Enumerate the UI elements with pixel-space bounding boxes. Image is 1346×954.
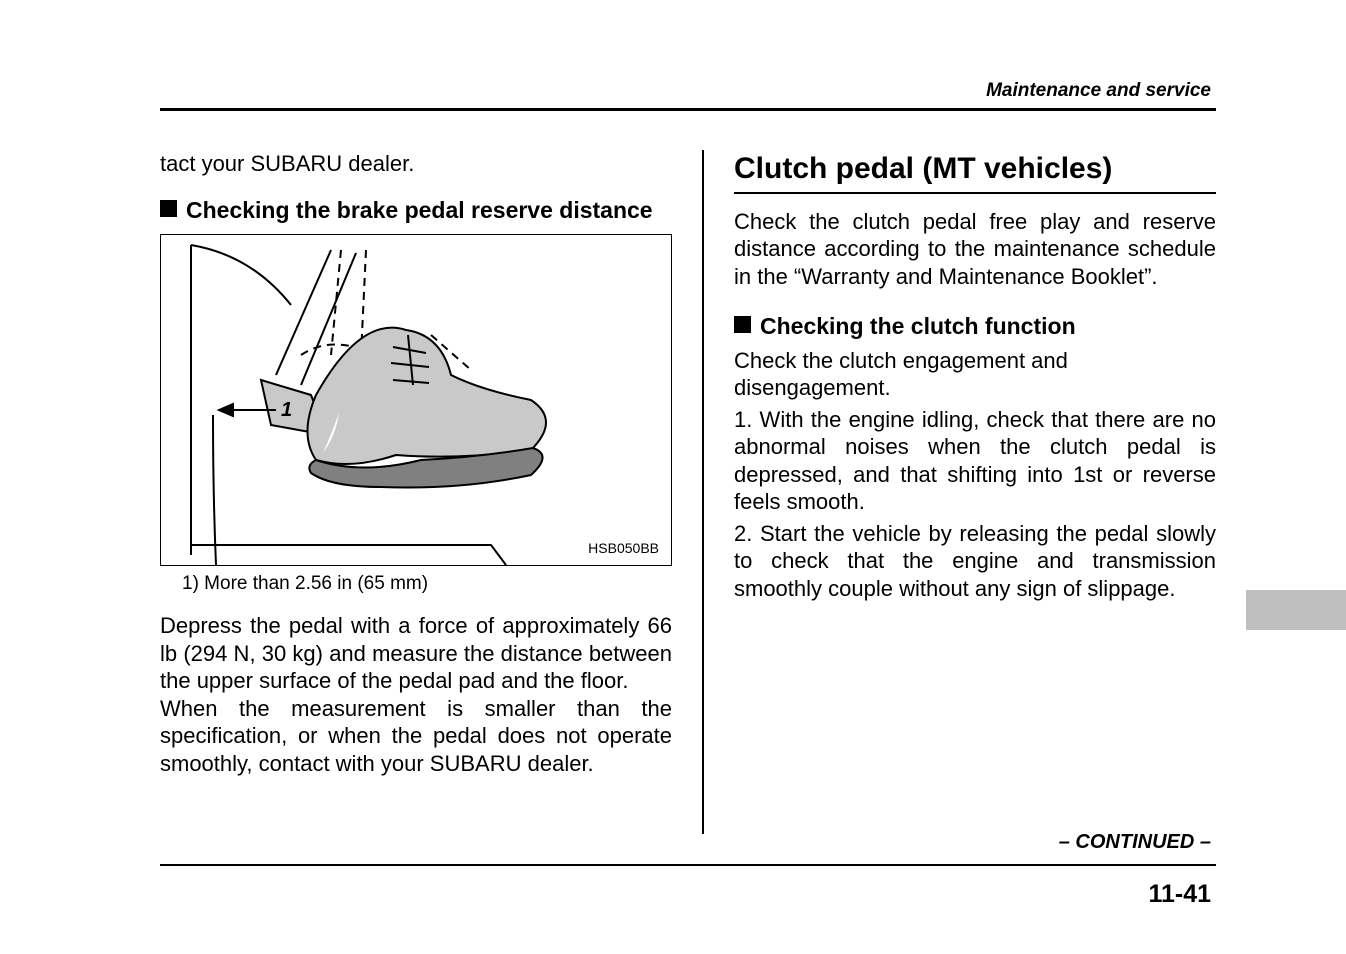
right-column: Clutch pedal (MT vehicles) Check the clu… bbox=[704, 150, 1216, 834]
left-heading: Checking the brake pedal reserve distanc… bbox=[160, 196, 672, 225]
diagram-marker-1: 1 bbox=[281, 398, 292, 423]
right-para1: Check the clutch pedal free play and res… bbox=[734, 208, 1216, 291]
left-column: tact your SUBARU dealer. Checking the br… bbox=[160, 150, 702, 834]
continued-label: – CONTINUED – bbox=[1059, 831, 1211, 854]
content-area: tact your SUBARU dealer. Checking the br… bbox=[160, 150, 1216, 834]
header-section-title: Maintenance and service bbox=[986, 80, 1211, 102]
header-rule bbox=[160, 108, 1216, 111]
right-main-heading: Clutch pedal (MT vehicles) bbox=[734, 150, 1216, 194]
right-para2b: 1. With the engine idling, check that th… bbox=[734, 406, 1216, 516]
illustration-caption: 1) More than 2.56 in (65 mm) bbox=[182, 572, 672, 596]
right-para2c: 2. Start the vehicle by releasing the pe… bbox=[734, 520, 1216, 603]
left-body-text: Depress the pedal with a force of approx… bbox=[160, 612, 672, 777]
page-number: 11-41 bbox=[1148, 880, 1211, 909]
right-para2a: Check the clutch engagement and disengag… bbox=[734, 347, 1216, 402]
footer-rule bbox=[160, 864, 1216, 866]
left-heading-text: Checking the brake pedal reserve distanc… bbox=[186, 197, 653, 223]
right-subheading-text: Checking the clutch function bbox=[760, 313, 1076, 339]
pedal-diagram-svg bbox=[161, 235, 671, 565]
page: Maintenance and service tact your SUBARU… bbox=[0, 0, 1346, 954]
illustration-code: HSB050BB bbox=[588, 540, 659, 558]
square-bullet-icon bbox=[734, 316, 751, 333]
square-bullet-icon bbox=[160, 200, 177, 217]
brake-pedal-illustration: 1 HSB050BB bbox=[160, 234, 672, 566]
side-tab bbox=[1246, 590, 1346, 630]
left-intro: tact your SUBARU dealer. bbox=[160, 150, 672, 178]
right-subheading: Checking the clutch function bbox=[734, 312, 1216, 341]
